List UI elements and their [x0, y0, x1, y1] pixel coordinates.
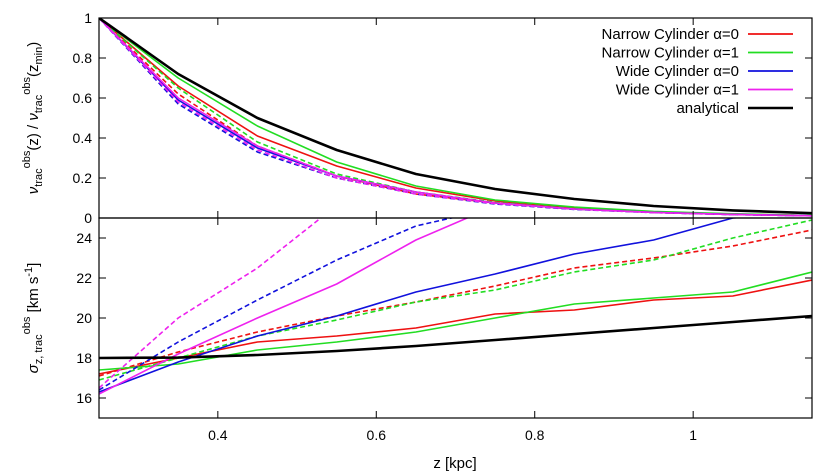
bottom-series-line-5: [99, 218, 455, 391]
bottom-y-tick-label: 22: [76, 270, 92, 286]
bottom-y-tick-label: 20: [76, 310, 92, 326]
bottom-series-line-6: [99, 218, 470, 395]
x-tick-label: 0.8: [525, 427, 545, 443]
top-y-tick-label: 1: [84, 10, 92, 26]
bottom-series-line-1: [99, 229, 812, 377]
bottom-y-tick-label: 16: [76, 390, 92, 406]
top-y-tick-label: 0.6: [73, 90, 93, 106]
legend-entry-label: Narrow Cylinder α=1: [602, 45, 739, 62]
top-y-tick-label: 0.4: [73, 130, 93, 146]
bottom-series-line-3: [99, 219, 812, 381]
x-tick-label: 0.6: [367, 427, 387, 443]
bottom-series-line-0: [99, 279, 812, 375]
top-y-tick-label: 0.2: [73, 170, 93, 186]
bottom-series-line-4: [99, 218, 744, 393]
bottom-y-tick-label: 24: [76, 230, 92, 246]
legend-entry-label: Wide Cylinder α=0: [616, 63, 739, 80]
ticks: 0 0.2 0.4 0.6 0.8 1 16 18 20 22 24 0.4 0.6 0.8 1: [73, 10, 812, 443]
top-series-line-8: [99, 18, 812, 215]
top-y-tick-label: 0: [84, 210, 92, 226]
x-axis-label: z [kpc]: [433, 455, 476, 472]
bottom-series-line-8: [99, 314, 812, 360]
bottom-series-line-7: [99, 218, 322, 389]
legend-entry-label: Narrow Cylinder α=0: [602, 26, 739, 43]
bottom-panel-lines: [99, 218, 812, 395]
legend-entry-label: analytical: [676, 100, 739, 117]
bottom-y-tick-label: 18: [76, 350, 92, 366]
x-tick-label: 1: [689, 427, 697, 443]
top-y-tick-label: 0.8: [73, 50, 93, 66]
legend-entry-label: Wide Cylinder α=1: [616, 82, 739, 99]
bottom-y-axis-label: σz, tracobs [km s-1]: [21, 263, 45, 374]
bottom-panel-frame: [98, 217, 813, 419]
top-y-axis-label: νtracobs(z) / νtracobs(zmin): [21, 42, 45, 194]
x-tick-label: 0.4: [208, 427, 228, 443]
